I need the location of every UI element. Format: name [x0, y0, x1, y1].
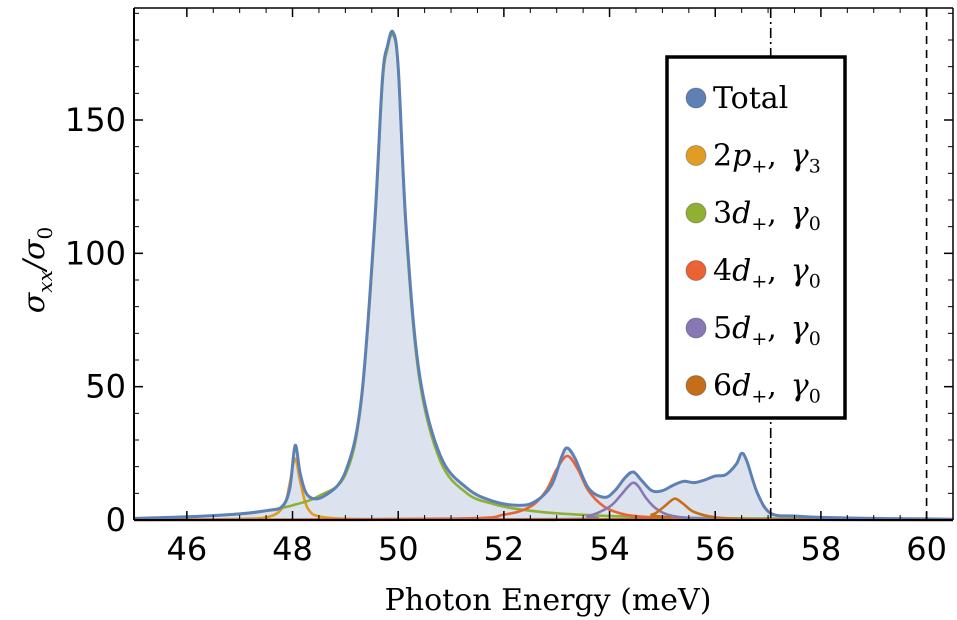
x-axis-title: Photon Energy (meV) [385, 583, 712, 618]
legend-box [665, 55, 847, 420]
y-tick-label: 50 [85, 368, 126, 406]
legend-marker-d4 [685, 260, 707, 281]
legend-marker-d6 [685, 375, 707, 396]
legend-label-total: Total [713, 81, 788, 116]
x-tick-label: 50 [378, 530, 419, 568]
x-tick-label: 54 [589, 530, 630, 568]
x-tick-label: 46 [166, 530, 207, 568]
ticks: 46 48 50 52 54 56 58 60 0 50 100 150 [65, 8, 953, 568]
legend-marker-total [685, 87, 707, 109]
legend-marker-p2 [685, 145, 707, 166]
y-tick-label: 150 [65, 101, 126, 139]
legend-marker-d3 [685, 202, 707, 224]
legend-marker-d5 [685, 317, 707, 339]
legend-label-p2: 2p+, γ3 [713, 139, 821, 178]
legend-label-d3: 3d+, γ0 [713, 196, 821, 235]
x-tick-label: 60 [906, 530, 947, 568]
legend-label-d4: 4d+, γ0 [713, 254, 821, 293]
y-tick-label: 0 [106, 501, 126, 539]
x-tick-label: 58 [801, 530, 842, 568]
x-tick-label: 48 [272, 530, 313, 568]
y-axis-title: σxx/σ0 [17, 227, 57, 313]
x-tick-label: 56 [695, 530, 736, 568]
x-tick-label: 52 [484, 530, 525, 568]
legend-label-d5: 5d+, γ0 [713, 311, 821, 350]
legend-label-d6: 6d+, γ0 [713, 369, 821, 408]
series-line-total [133, 29, 954, 521]
legend: Total 2p+, γ3 3d+, γ0 4d+, γ0 5d+, γ0 6d+, γ0 [665, 55, 847, 420]
y-tick-label: 100 [65, 234, 126, 272]
